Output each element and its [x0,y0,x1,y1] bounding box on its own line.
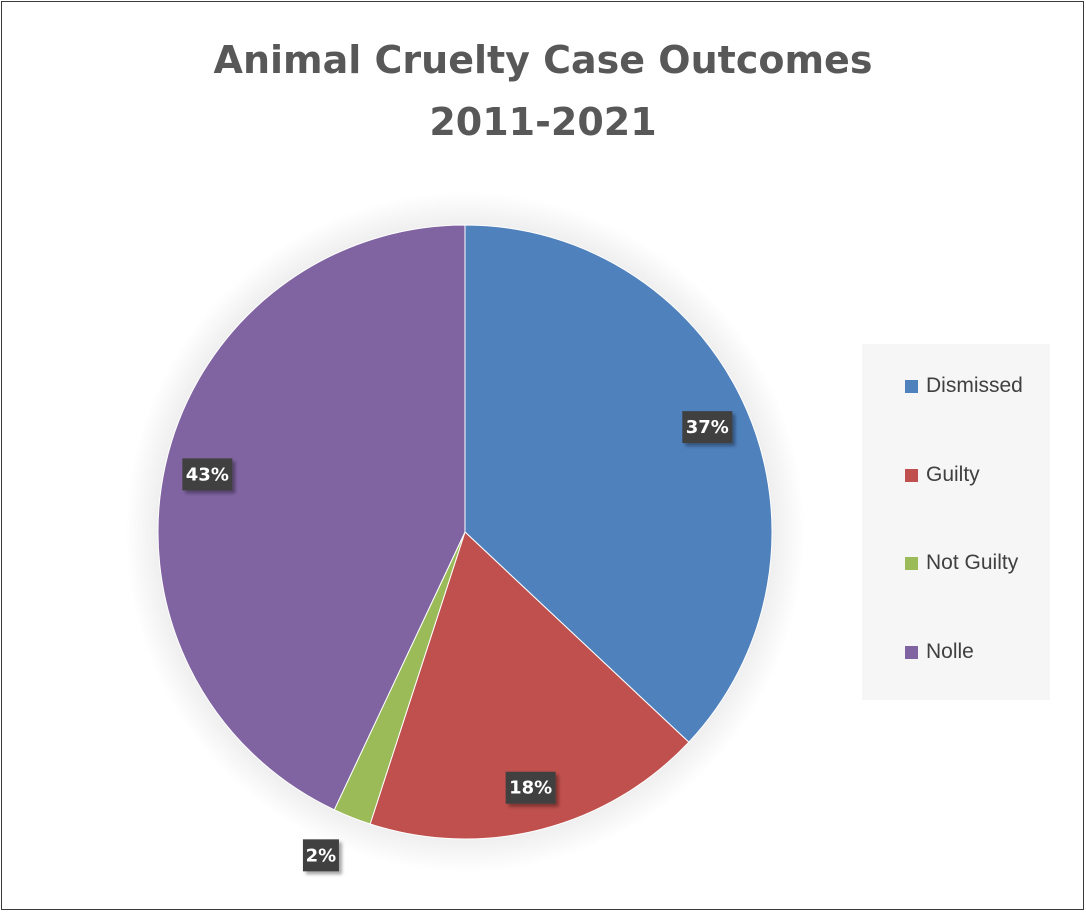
data-label-box-not-guilty [302,839,339,872]
chart-subtitle: 2011-2021 [429,100,657,144]
legend: Dismissed Guilty Not Guilty Nolle [862,344,1050,700]
pie-slice-guilty [369,531,690,840]
data-label-dismissed: 37% [682,411,733,444]
data-label-nolle: 43% [182,458,233,491]
legend-label-nolle: Nolle [926,640,974,663]
legend-item-not-guilty: Not Guilty [905,551,1018,575]
data-label-box-nolle [182,458,233,491]
legend-item-nolle: Nolle [905,640,974,664]
legend-item-guilty: Guilty [905,463,980,487]
data-label-guilty: 18% [505,771,556,804]
data-label-box-dismissed [682,411,733,444]
data-label-text-not-guilty: 2% [306,845,337,866]
data-label-not-guilty: 2% [302,839,339,872]
legend-swatch-guilty [905,468,918,482]
chart-title: Animal Cruelty Case Outcomes [213,38,873,82]
legend-label-guilty: Guilty [926,463,980,486]
legend-swatch-dismissed [905,379,918,393]
pie-slices [157,224,773,840]
legend-label-not-guilty: Not Guilty [926,551,1019,574]
data-label-text-guilty: 18% [509,778,552,799]
data-label-box-guilty [505,771,556,804]
legend-swatch-not-guilty [905,556,918,570]
pie-slice-nolle [157,224,466,811]
pie-slice-dismissed [464,224,773,743]
data-label-text-dismissed: 37% [686,417,729,438]
data-label-text-nolle: 43% [186,464,229,485]
legend-item-dismissed: Dismissed [905,374,1023,398]
pie-data-labels: 37% 18% 2% 43% [182,411,733,872]
legend-swatch-nolle [905,645,918,659]
legend-label-dismissed: Dismissed [926,374,1023,397]
